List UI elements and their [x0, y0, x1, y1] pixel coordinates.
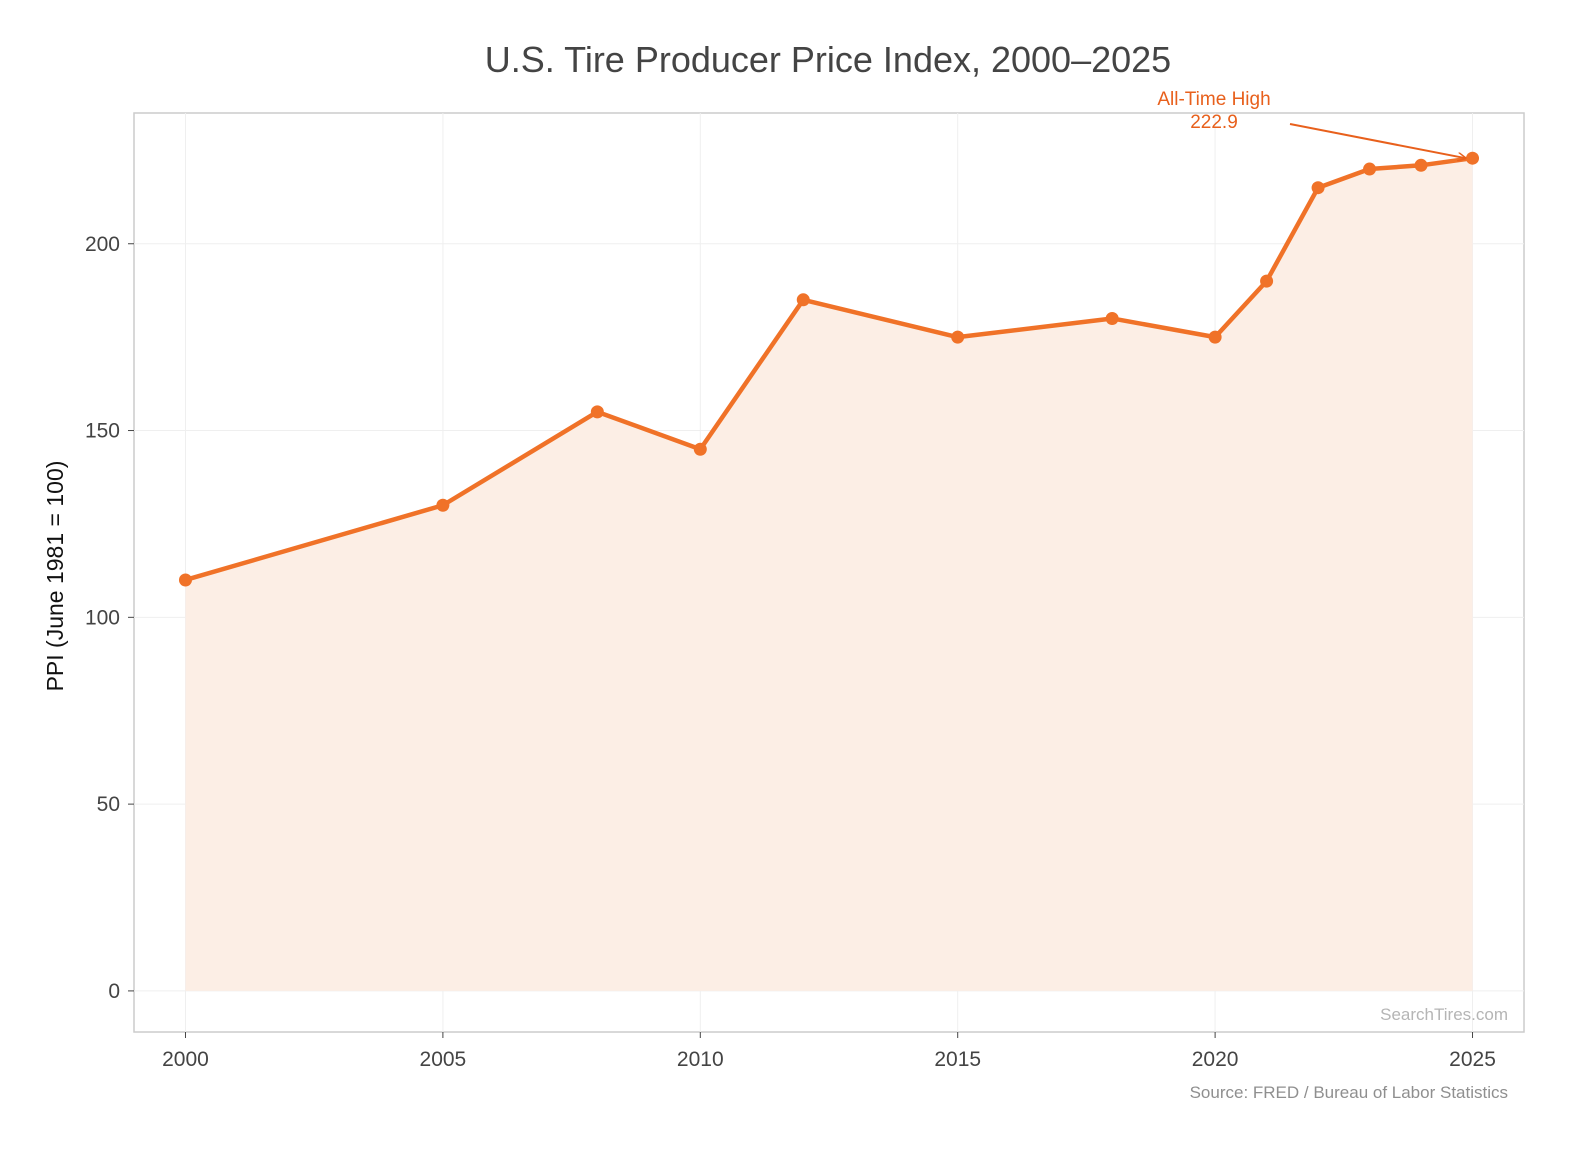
series-area [185, 158, 1473, 991]
x-tick-label-2010: 2010 [677, 1048, 724, 1071]
x-tick-label-2015: 2015 [934, 1048, 981, 1071]
y-tick-label-0: 0 [108, 980, 120, 1003]
watermark: SearchTires.com [1380, 1005, 1508, 1024]
data-point-2023 [1363, 162, 1377, 176]
y-tick-label-50: 50 [97, 793, 120, 816]
y-axis: 0 50 100 150 200 [85, 233, 134, 1003]
y-axis-label: PPI (June 1981 = 100) [42, 461, 68, 692]
data-point-2000 [178, 573, 192, 587]
annotation: All-Time High 222.9 [1157, 89, 1465, 158]
x-tick-label-2005: 2005 [420, 1048, 467, 1071]
data-point-2025 [1466, 151, 1480, 165]
x-tick-label-2020: 2020 [1192, 1048, 1239, 1071]
data-points [178, 151, 1480, 587]
annotation-title: All-Time High [1157, 89, 1270, 110]
annotation-arrow [1289, 123, 1466, 158]
y-tick-label-200: 200 [85, 233, 120, 256]
data-point-2005 [436, 498, 450, 512]
data-point-2015 [951, 330, 965, 344]
data-point-2008 [590, 405, 604, 419]
data-point-2022 [1311, 181, 1325, 195]
data-point-2021 [1260, 274, 1274, 288]
data-point-2020 [1208, 330, 1222, 344]
x-tick-label-2000: 2000 [162, 1048, 209, 1071]
data-point-2012 [796, 293, 810, 307]
y-tick-label-100: 100 [85, 606, 120, 629]
chart-title: U.S. Tire Producer Price Index, 2000–202… [485, 39, 1171, 80]
area-fill [185, 158, 1473, 991]
x-axis: 2000 2005 2010 2015 2020 2025 [162, 1032, 1496, 1071]
data-point-2018 [1105, 311, 1119, 325]
annotation-value: 222.9 [1190, 112, 1238, 133]
x-tick-label-2025: 2025 [1449, 1048, 1496, 1071]
data-point-2010 [693, 442, 707, 456]
source-note: Source: FRED / Bureau of Labor Statistic… [1190, 1083, 1508, 1102]
y-tick-label-150: 150 [85, 420, 120, 443]
data-point-2024 [1414, 158, 1428, 172]
